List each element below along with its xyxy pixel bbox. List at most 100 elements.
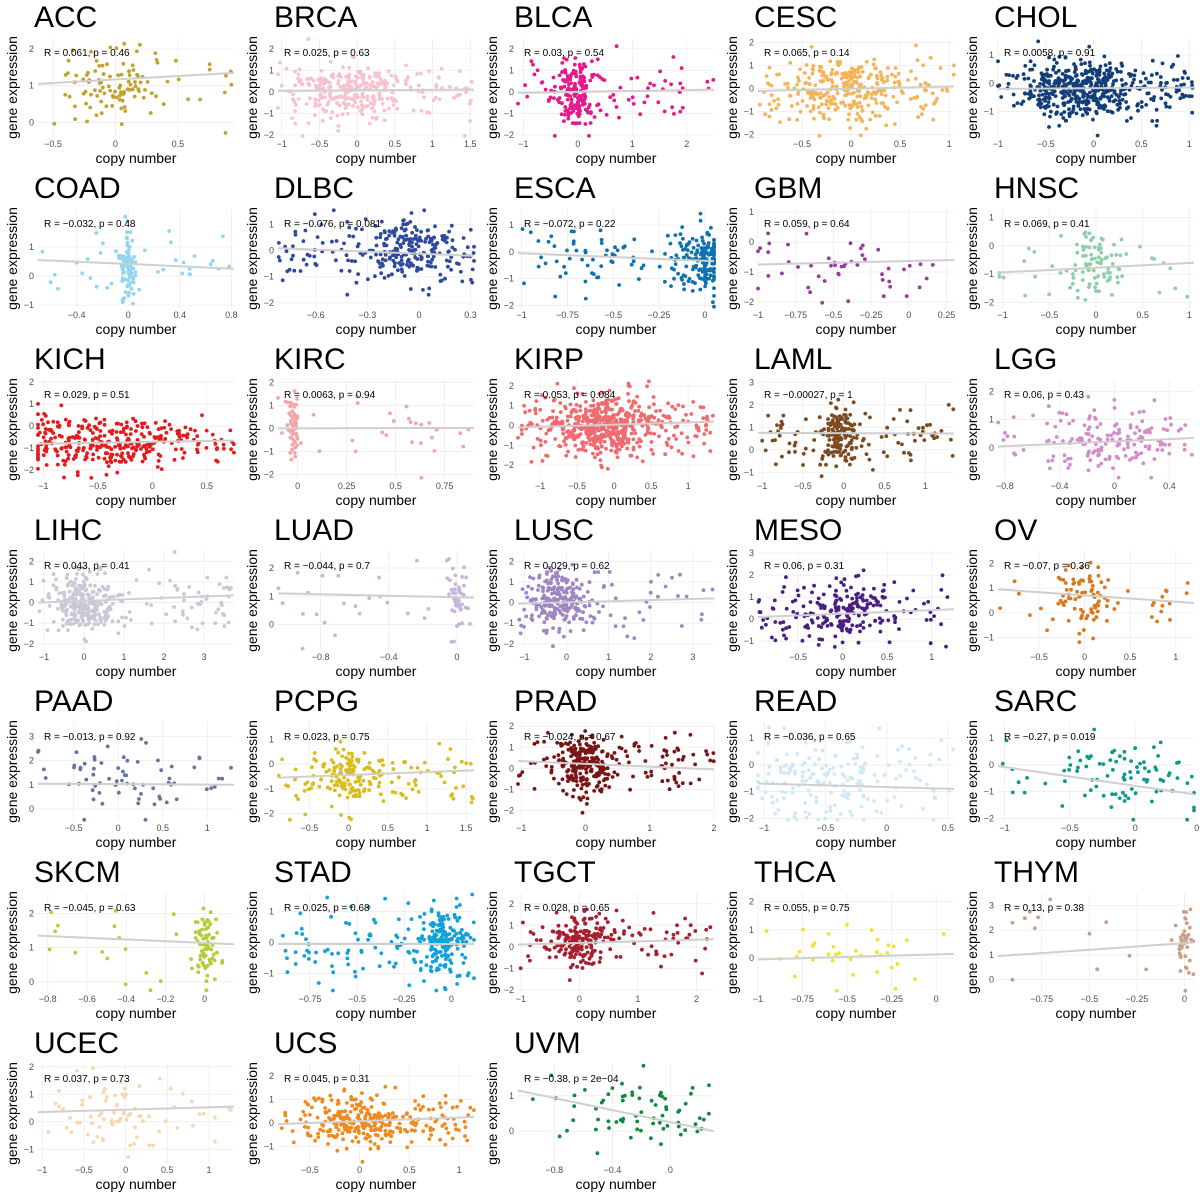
data-point — [304, 102, 309, 106]
data-point — [818, 462, 823, 467]
data-point — [181, 612, 185, 617]
y-tick-label: 1 — [989, 415, 994, 425]
data-point — [826, 256, 831, 261]
y-tick-label: −2 — [24, 465, 34, 475]
data-point — [292, 268, 297, 273]
data-point — [1169, 422, 1173, 427]
data-point — [795, 117, 800, 122]
data-point — [1039, 606, 1043, 611]
y-tick-label: 0 — [29, 598, 34, 608]
data-point — [694, 434, 699, 439]
x-tick-label: −0.75 — [556, 310, 579, 320]
x-tick-label: 0 — [564, 652, 569, 662]
data-point — [98, 589, 102, 593]
data-point — [850, 601, 855, 606]
data-point — [1057, 68, 1061, 73]
data-point — [349, 84, 354, 89]
data-point — [1114, 93, 1119, 97]
data-point — [61, 617, 65, 622]
data-point — [199, 600, 204, 604]
data-point — [838, 446, 843, 451]
data-point — [1074, 73, 1079, 78]
regression-line — [997, 261, 1195, 274]
data-point — [140, 425, 145, 430]
data-point — [106, 464, 111, 468]
data-point — [1120, 97, 1125, 102]
data-point — [1023, 91, 1028, 96]
y-tick-label: 2 — [749, 400, 754, 410]
data-point — [698, 405, 703, 410]
data-point — [193, 428, 197, 433]
data-point — [125, 241, 130, 245]
data-point — [1112, 398, 1117, 402]
data-point — [429, 248, 434, 253]
data-point — [327, 92, 332, 97]
data-point — [568, 629, 573, 633]
data-point — [455, 93, 459, 98]
data-point — [95, 448, 99, 452]
data-point — [617, 283, 621, 287]
data-point — [1118, 253, 1123, 258]
data-point — [654, 409, 658, 413]
data-point — [541, 589, 545, 594]
data-point — [399, 263, 403, 267]
data-point — [344, 253, 349, 258]
data-point — [390, 272, 394, 277]
data-point — [631, 437, 636, 442]
data-point — [850, 623, 855, 628]
data-point — [645, 419, 650, 424]
data-point — [626, 412, 631, 416]
data-point — [110, 452, 115, 457]
data-point — [569, 409, 574, 414]
data-point — [868, 117, 872, 122]
data-point — [843, 93, 847, 98]
data-point — [608, 435, 613, 440]
data-point — [702, 266, 706, 271]
stat-annotation: R = 0.025, p = 0.63 — [284, 48, 370, 59]
data-point — [129, 271, 133, 276]
data-point — [290, 409, 295, 414]
data-point — [657, 264, 662, 269]
data-point — [669, 445, 674, 450]
data-point — [126, 252, 131, 256]
x-tick-label: −0.25 — [648, 310, 671, 320]
data-point — [156, 459, 161, 463]
x-tick-label: −1 — [753, 310, 763, 320]
y-tick-label: 1 — [749, 61, 754, 71]
data-point — [200, 413, 204, 418]
data-point — [81, 603, 86, 607]
data-point — [1125, 119, 1129, 123]
data-point — [557, 73, 562, 78]
data-point — [569, 431, 573, 436]
data-point — [342, 241, 346, 246]
y-tick-label: −1 — [264, 446, 274, 456]
data-point — [700, 239, 705, 243]
y-axis-label: gene expression — [484, 36, 500, 139]
data-point — [361, 95, 366, 100]
data-point — [543, 604, 548, 608]
data-point — [1028, 613, 1032, 617]
data-point — [427, 286, 432, 291]
y-tick-label: 0 — [29, 421, 34, 431]
data-points — [40, 214, 232, 306]
data-point — [1060, 72, 1065, 76]
data-point — [829, 450, 833, 455]
y-tick-label: 2 — [29, 377, 34, 387]
data-point — [326, 99, 331, 104]
data-point — [155, 60, 160, 65]
x-axis-label: copy number — [96, 321, 177, 337]
data-point — [846, 91, 850, 96]
data-point — [869, 92, 874, 97]
data-point — [893, 620, 897, 625]
data-point — [635, 394, 639, 399]
data-point — [1089, 80, 1093, 85]
data-point — [1133, 68, 1138, 73]
stat-annotation: R = −0.076, p = 0.081 — [284, 219, 381, 230]
data-point — [952, 63, 956, 68]
data-point — [75, 587, 80, 592]
data-point — [426, 292, 431, 297]
scatter-plot: −0.6 −0.3 0 0.3−2−101 R = −0.076, p = 0.081D… — [244, 172, 477, 337]
data-point — [74, 448, 79, 453]
data-point — [1143, 444, 1148, 449]
data-point — [83, 438, 87, 442]
